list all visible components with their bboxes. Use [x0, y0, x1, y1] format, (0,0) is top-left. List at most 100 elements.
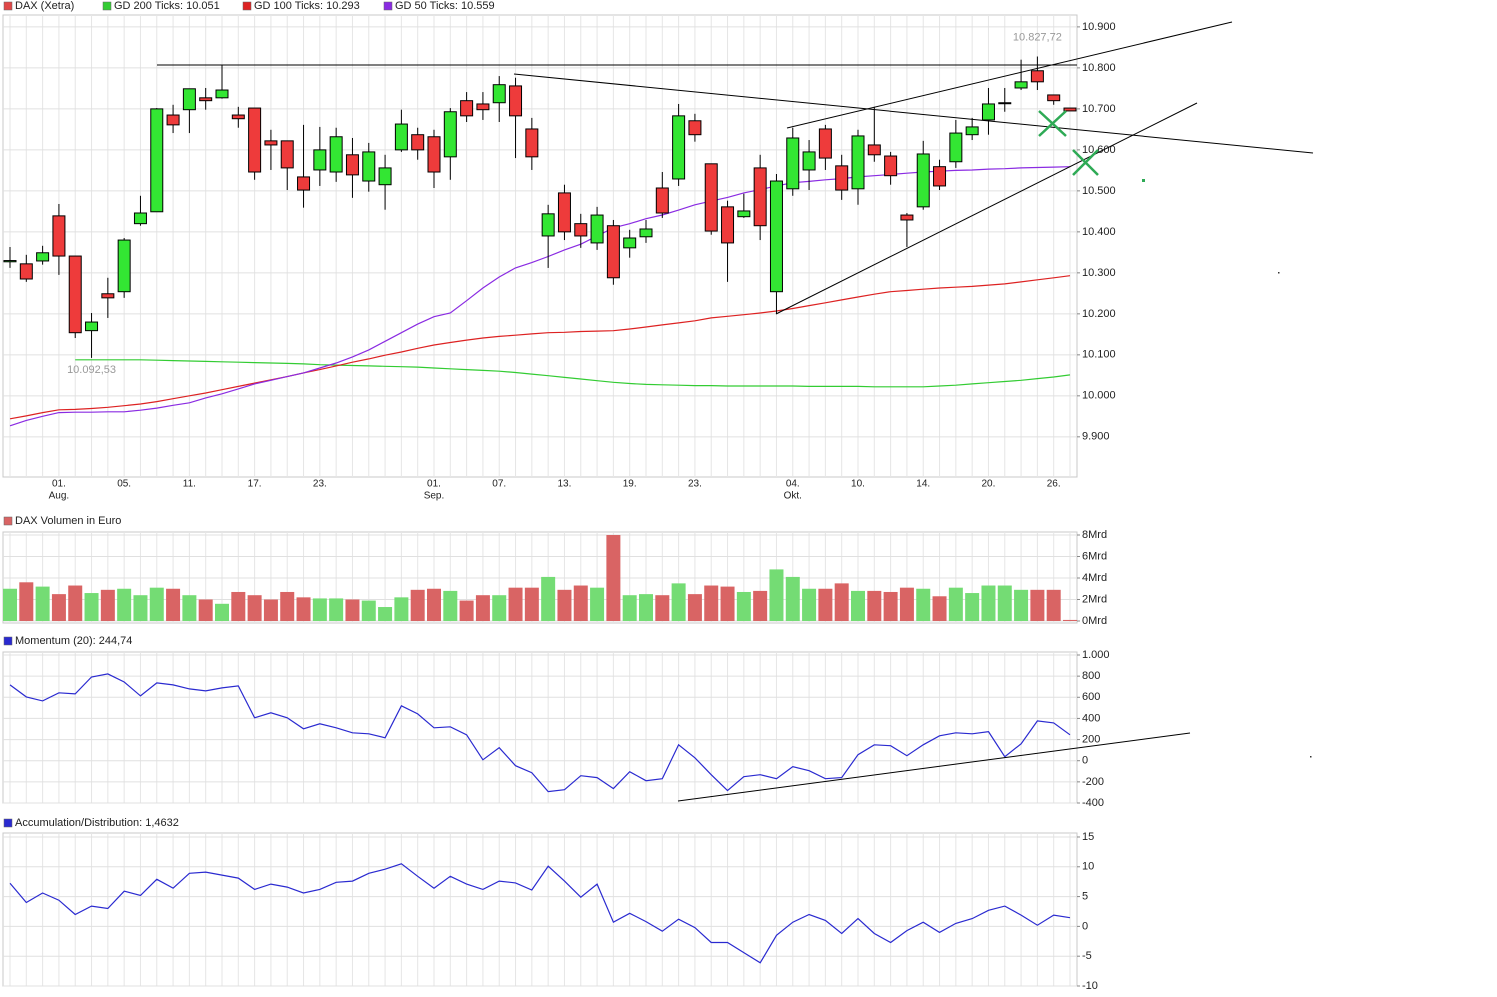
volume-bar [247, 595, 262, 621]
volume-bar [687, 594, 702, 621]
candle-body [411, 134, 425, 151]
trend-line [775, 102, 1198, 315]
candle-body [313, 149, 327, 171]
legend-swatch [3, 636, 13, 646]
volume-bar [296, 597, 311, 621]
candle-body [753, 167, 767, 227]
candle-body [525, 128, 539, 158]
volume-bar [639, 594, 653, 621]
volume-bar [622, 595, 637, 621]
volume-bar [1046, 589, 1061, 621]
candle-body [998, 102, 1012, 105]
y-tick-label: 200 [1082, 733, 1100, 745]
price-annotation: 10.092,53 [67, 364, 116, 376]
candle-body [818, 128, 832, 159]
x-tick-label: 01. [52, 479, 66, 490]
y-tick-label: 800 [1082, 670, 1100, 682]
volume-bar [182, 595, 197, 621]
line [9, 863, 1071, 964]
candle-body [655, 187, 669, 214]
candle-body [623, 237, 637, 249]
candle-body [541, 213, 555, 237]
trend-line [786, 21, 1233, 129]
volume-bar [3, 588, 17, 621]
legend-swatch [3, 818, 13, 828]
volume-bar [981, 585, 996, 621]
volume-bar [948, 587, 963, 621]
candle-body [639, 228, 653, 238]
y-tick-label: 5 [1082, 890, 1088, 902]
candle-body [345, 154, 359, 176]
candle-body [378, 167, 392, 186]
candle-body [851, 135, 865, 190]
y-tick-label: 10.000 [1082, 390, 1116, 402]
candle-body [737, 210, 751, 218]
volume-bar [997, 585, 1012, 621]
y-tick-label: -10 [1082, 980, 1098, 992]
candle-body [786, 137, 800, 190]
volume-bar [508, 587, 523, 621]
legend-label: Momentum (20): 244,74 [15, 635, 132, 647]
volume-bar [345, 599, 360, 621]
volume-bar [785, 576, 800, 621]
volume-bar [84, 593, 99, 621]
x-tick-label: 13. [558, 479, 572, 490]
legend-label: DAX (Xetra) [15, 0, 74, 12]
y-tick-label: 0 [1082, 755, 1088, 767]
y-tick-label: 10.200 [1082, 308, 1116, 320]
cross-marker [1038, 110, 1067, 137]
trend-line [677, 732, 1191, 802]
volume-bar [19, 582, 34, 621]
volume-bar [198, 599, 213, 621]
panel [2, 832, 1078, 987]
candle-body [916, 153, 930, 208]
x-tick-label: 05. [117, 479, 131, 490]
candle-body [835, 165, 849, 191]
panel [2, 651, 1078, 804]
legend-label: GD 100 Ticks: 10.293 [254, 0, 360, 12]
volume-bar [867, 590, 882, 621]
x-tick-label: 23. [688, 479, 702, 490]
candle-body [362, 151, 376, 182]
dot-marker [1310, 756, 1312, 758]
y-tick-label: 8Mrd [1082, 529, 1107, 541]
candle-body [1047, 94, 1061, 102]
x-month-label: Sep. [424, 491, 445, 502]
legend-swatch [242, 1, 252, 11]
volume-bar [459, 600, 474, 621]
y-tick-label: -400 [1082, 797, 1104, 809]
candle-body [606, 225, 620, 279]
x-tick-label: 17. [248, 479, 262, 490]
legend-label: GD 50 Ticks: 10.559 [395, 0, 495, 12]
candle-body [1063, 107, 1077, 112]
volume-bar [883, 591, 898, 621]
y-tick-label: 10.300 [1082, 267, 1116, 279]
volume-bar [834, 583, 849, 621]
y-tick-label: 10 [1082, 861, 1094, 873]
volume-bar [410, 589, 425, 621]
price-annotation: 10.827,72 [1013, 31, 1062, 43]
legend-label: Accumulation/Distribution: 1,4632 [15, 817, 179, 829]
y-tick-label: 400 [1082, 712, 1100, 724]
candle-body [297, 176, 311, 191]
candle-body [476, 103, 490, 111]
volume-bar [524, 587, 539, 621]
volume-bar [802, 588, 817, 621]
candle-body [492, 84, 506, 104]
candle-body [85, 321, 99, 332]
volume-bar [117, 588, 132, 621]
volume-bar [606, 535, 621, 621]
y-tick-label: 10.500 [1082, 185, 1116, 197]
candle-body [590, 214, 604, 244]
volume-bar [1014, 589, 1029, 621]
volume-bar [851, 590, 865, 621]
dot-marker [1142, 179, 1145, 182]
volume-bar [133, 595, 148, 621]
candle-body [19, 263, 33, 280]
volume-bar [916, 588, 931, 621]
volume-bar [378, 607, 393, 621]
volume-bar [899, 587, 914, 621]
y-tick-label: 6Mrd [1082, 550, 1107, 562]
volume-bar [704, 585, 719, 621]
